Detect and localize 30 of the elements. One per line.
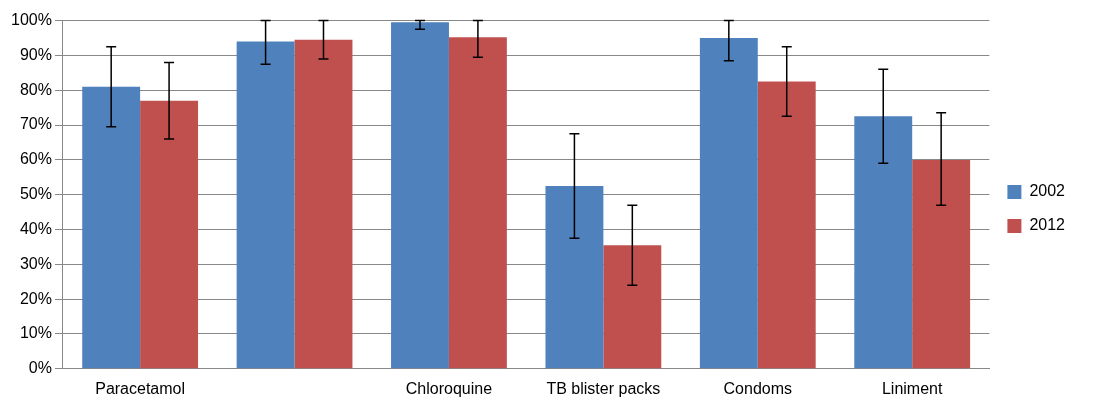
x-tick-label: TB blister packs [546, 379, 661, 397]
bar [140, 100, 199, 369]
y-tick-label: 20% [19, 289, 52, 307]
bar [854, 116, 913, 369]
bar [391, 22, 449, 369]
bar [603, 245, 662, 369]
x-tick-label: Liniment [881, 379, 943, 397]
bar [912, 159, 971, 369]
y-tick-label: 80% [19, 80, 52, 98]
bar [699, 38, 758, 369]
y-tick-label: 90% [19, 45, 52, 63]
x-tick-label: Condoms [723, 379, 793, 397]
y-tick-label: 100% [11, 11, 52, 29]
y-tick-label: 50% [19, 185, 52, 203]
bar [757, 81, 816, 369]
y-tick-label: 40% [19, 219, 52, 237]
x-tick-label: Chloroquine [405, 379, 493, 397]
x-tick-label: Paracetamol [95, 379, 186, 397]
y-tick-label: 0% [28, 359, 52, 377]
bar [545, 186, 604, 369]
legend-label: 2012 [1029, 216, 1066, 234]
y-tick-label: 10% [19, 324, 52, 342]
legend-label: 2002 [1029, 182, 1066, 200]
bar [82, 86, 141, 369]
bar [294, 39, 353, 369]
y-tick-label: 70% [19, 115, 52, 133]
bar [236, 41, 295, 369]
bar [448, 37, 507, 369]
y-tick-label: 30% [19, 254, 52, 272]
y-tick-label: 60% [19, 150, 52, 168]
